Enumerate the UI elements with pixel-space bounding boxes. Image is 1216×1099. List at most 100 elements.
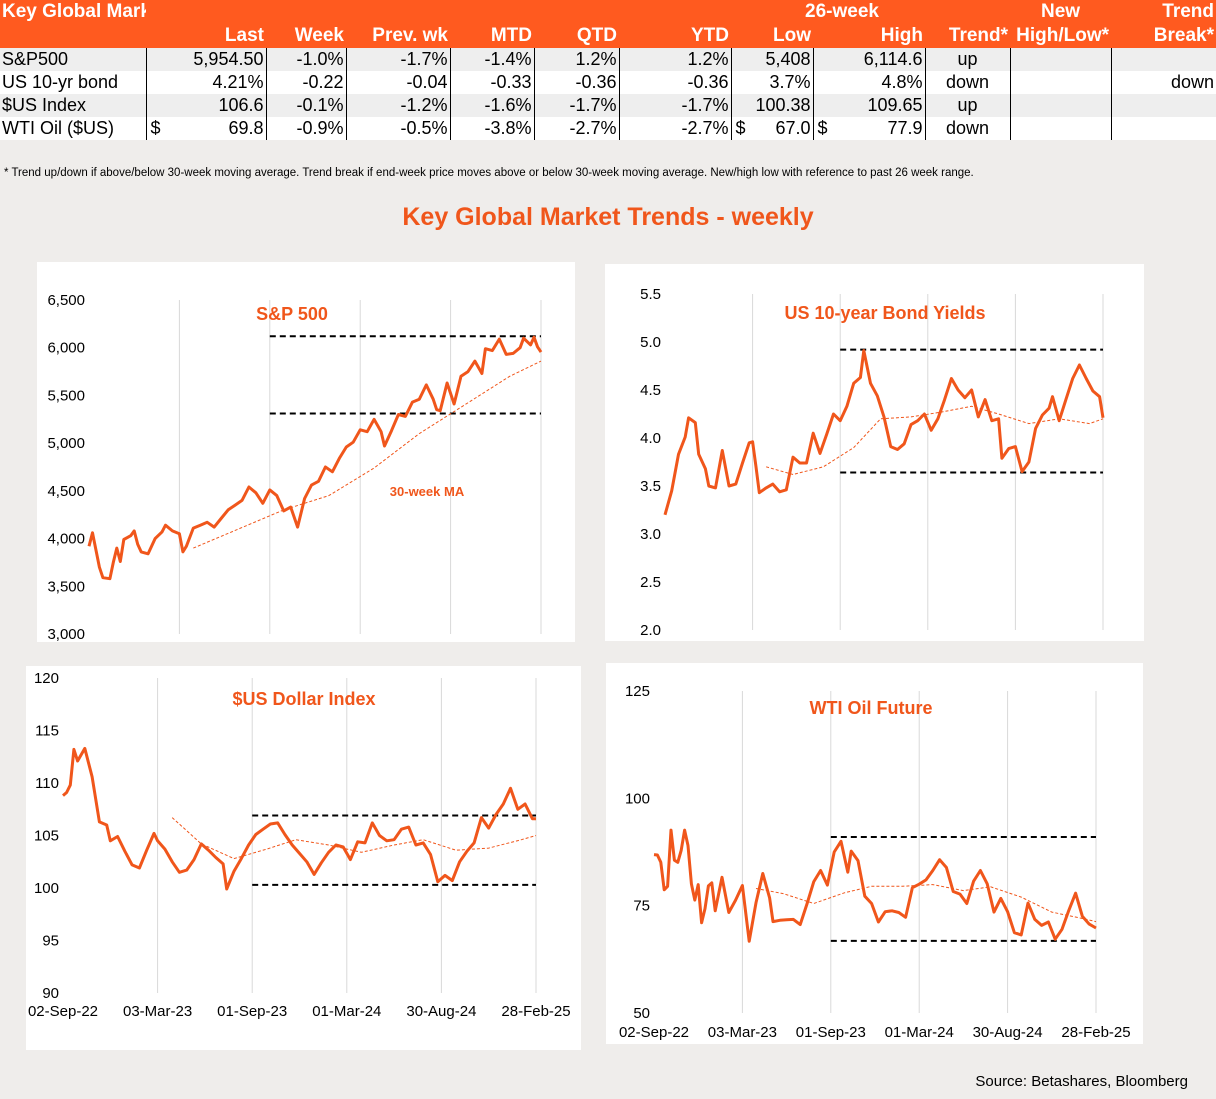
header-26-week: 26-week	[805, 1, 879, 22]
y-tick-label: 50	[633, 1005, 650, 1022]
cell-mtd: -1.6%	[449, 94, 534, 117]
x-tick-label: 02-Sep-22	[619, 1024, 689, 1041]
y-tick-label: 3.5	[640, 478, 661, 495]
cell-high: 6,114.6	[812, 48, 926, 71]
header-last: Last	[224, 25, 264, 46]
price-line	[87, 335, 543, 581]
cell-prev: -0.04	[345, 71, 450, 94]
header-trend-break-top: Trend	[1162, 1, 1215, 22]
cell-prev: -0.5%	[345, 117, 450, 140]
table-row-wti-oil: WTI Oil ($US) $69.8 -0.9% -0.5% -3.8% -2…	[0, 117, 1216, 140]
table-title: Key Global Markets	[2, 1, 146, 22]
cell-trend: down	[924, 117, 1011, 140]
cell-last: $69.8	[145, 117, 266, 140]
cell-last: 4.21%	[145, 71, 266, 94]
table-header-row-bottom: Last Week Prev. wk MTD QTD YTD Low High …	[0, 24, 1216, 48]
cell-qtd: 1.2%	[533, 48, 619, 71]
bond-yield-chart-panel: 2.0 2.5 3.0 3.5 4.0 4.5 5.0 5.5 US 10-year Bond …	[605, 264, 1144, 641]
header-ytd: YTD	[691, 25, 729, 46]
y-tick-label: 2.5	[640, 574, 661, 591]
cell-newhl	[1009, 48, 1112, 71]
wti-oil-chart-panel: 50 75 100 125 02-Sep-22 03-Mar-23 01-Sep-23 01-…	[606, 663, 1143, 1044]
cell-week: -1.0%	[265, 48, 346, 71]
cell-qtd: -2.7%	[533, 117, 619, 140]
chart-title: S&P 500	[256, 304, 328, 324]
cell-tbreak: down	[1110, 71, 1216, 94]
header-low: Low	[773, 25, 811, 46]
y-tick-label: 90	[42, 985, 59, 1002]
cell-week: -0.9%	[265, 117, 346, 140]
cell-tbreak	[1110, 94, 1216, 117]
cell-low: 3.7%	[730, 71, 813, 94]
y-tick-label: 125	[625, 683, 650, 700]
y-tick-label: 3.0	[640, 526, 661, 543]
key-markets-table: Key Global Markets 26-week New Trend Las…	[0, 0, 1216, 140]
y-tick-label: 120	[34, 670, 59, 687]
price-line	[653, 828, 1097, 943]
header-trend: Trend*	[948, 25, 1009, 46]
cell-mtd: -0.33	[449, 71, 534, 94]
y-tick-label: 6,000	[47, 340, 85, 357]
usd-index-chart-panel: 90 95 100 105 110 115 120 02-Sep-22 03-Mar-23 01-…	[26, 666, 581, 1050]
cell-ytd: -0.36	[618, 71, 731, 94]
header-prev-wk: Prev. wk	[372, 25, 448, 46]
y-tick-label: 5,500	[47, 387, 85, 404]
cell-low: 5,408	[730, 48, 813, 71]
cell-low: 100.38	[730, 94, 813, 117]
cell-low: $67.0	[730, 117, 813, 140]
chart-svg: 50 75 100 125 02-Sep-22 03-Mar-23 01-Sep-23 01-…	[619, 683, 1131, 1041]
moving-average-line	[193, 360, 542, 549]
x-tick-label: 30-Aug-24	[973, 1024, 1043, 1041]
header-qtd: QTD	[576, 25, 617, 46]
y-tick-label: 6,500	[47, 292, 85, 309]
cell-prev: -1.2%	[345, 94, 450, 117]
x-tick-label: 03-Mar-23	[708, 1024, 777, 1041]
cell-newhl	[1009, 94, 1112, 117]
row-name: S&P500	[2, 49, 69, 69]
chart-svg: 2.0 2.5 3.0 3.5 4.0 4.5 5.0 5.5 US 10-year Bond …	[640, 286, 1105, 639]
main-title: Key Global Market Trends - weekly	[402, 203, 814, 231]
x-tick-label: 03-Mar-23	[123, 1003, 192, 1020]
cell-high: 4.8%	[812, 71, 926, 94]
header-high-low: High/Low*	[1016, 25, 1110, 46]
x-tick-label: 02-Sep-22	[28, 1003, 98, 1020]
source-note: Source: Betashares, Bloomberg	[975, 1073, 1188, 1090]
table-row-usd-index: $US Index 106.6 -0.1% -1.2% -1.6% -1.7% …	[0, 94, 1216, 117]
y-tick-label: 5.0	[640, 334, 661, 351]
x-tick-label: 28-Feb-25	[1061, 1024, 1130, 1041]
y-tick-label: 4.0	[640, 430, 661, 447]
chart-title: US 10-year Bond Yields	[784, 303, 985, 323]
x-tick-label: 28-Feb-25	[501, 1003, 570, 1020]
cell-qtd: -0.36	[533, 71, 619, 94]
moving-average-line	[171, 817, 537, 860]
cell-trend: up	[924, 48, 1011, 71]
y-tick-label: 3,500	[47, 578, 85, 595]
chart-svg: 3,000 3,500 4,000 4,500 5,000 5,500 6,000 6,500…	[47, 292, 543, 642]
cell-week: -0.22	[265, 71, 346, 94]
y-tick-label: 4.5	[640, 382, 661, 399]
price-line	[663, 349, 1105, 516]
chart-title: WTI Oil Future	[810, 698, 933, 718]
y-tick-label: 3,000	[47, 626, 85, 642]
y-tick-label: 5.5	[640, 286, 661, 303]
cell-last: 106.6	[145, 94, 266, 117]
row-name: WTI Oil ($US)	[2, 118, 114, 138]
cell-high: 109.65	[812, 94, 926, 117]
cell-tbreak	[1110, 48, 1216, 71]
cell-newhl	[1009, 71, 1112, 94]
x-tick-label: 01-Sep-23	[796, 1024, 866, 1041]
y-tick-label: 4,000	[47, 531, 85, 548]
y-tick-label: 115	[35, 723, 59, 740]
y-tick-label: 100	[34, 880, 59, 897]
table-row-sp500: S&P500 5,954.50 -1.0% -1.7% -1.4% 1.2% 1…	[0, 48, 1216, 71]
y-tick-label: 100	[625, 790, 650, 807]
cell-high: $77.9	[812, 117, 926, 140]
moving-average-line	[765, 405, 1104, 476]
y-tick-label: 5,000	[47, 435, 85, 452]
table-row-us10yr: US 10-yr bond 4.21% -0.22 -0.04 -0.33 -0…	[0, 71, 1216, 94]
moving-average-line	[755, 884, 1097, 923]
cell-qtd: -1.7%	[533, 94, 619, 117]
header-new: New	[1040, 1, 1081, 22]
price-line	[62, 746, 536, 891]
y-tick-label: 110	[35, 775, 59, 792]
